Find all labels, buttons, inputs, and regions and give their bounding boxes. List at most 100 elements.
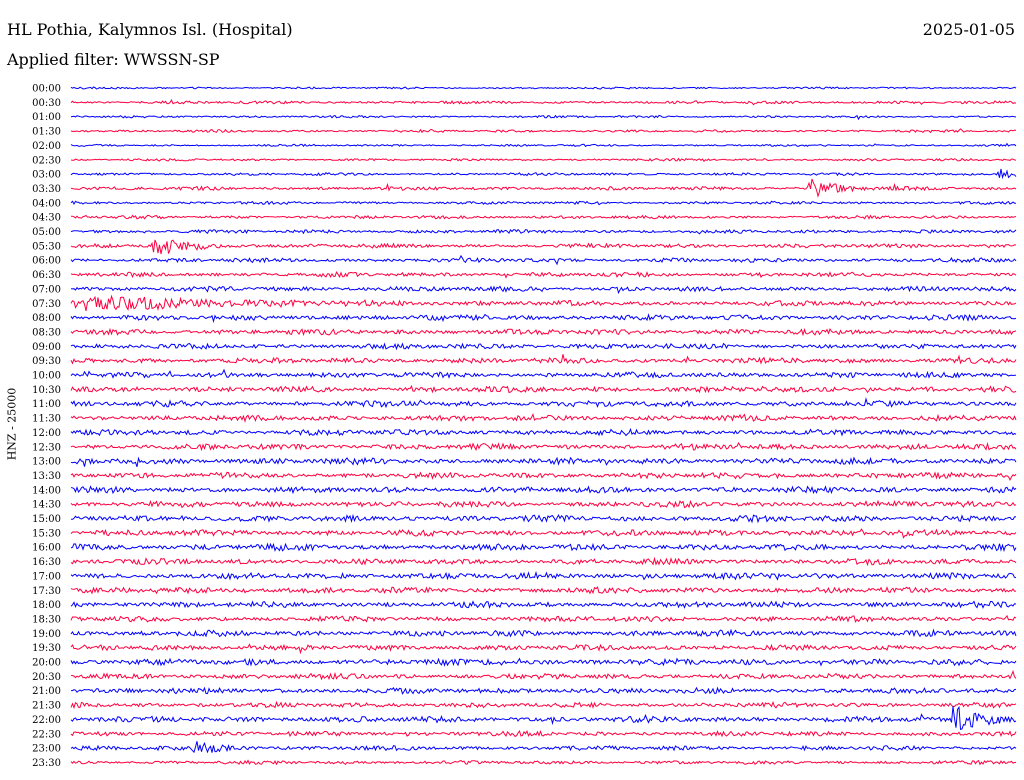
trace-row-1700: [70, 570, 1017, 581]
trace-row-1230: [70, 441, 1017, 452]
trace-row-0800: [70, 313, 1017, 324]
trace-row-0200: [70, 142, 1017, 148]
trace-row-1730: [70, 586, 1017, 595]
row-time-label-0930: 09:30: [32, 356, 61, 367]
row-time-label-0530: 05:30: [32, 241, 61, 252]
row-time-label-0100: 01:00: [32, 112, 61, 123]
row-time-label-0200: 02:00: [32, 141, 61, 152]
trace-row-0900: [70, 342, 1017, 351]
row-time-label-0700: 07:00: [32, 284, 61, 295]
trace-row-2200: [70, 705, 1017, 730]
row-time-label-1230: 12:30: [32, 442, 61, 453]
filter-label: Applied filter: WWSSN-SP: [7, 50, 220, 69]
trace-row-2230: [70, 730, 1017, 738]
row-time-label-1530: 15:30: [32, 528, 61, 539]
trace-row-2300: [70, 741, 1017, 754]
row-time-label-1000: 10:00: [32, 371, 61, 382]
row-time-label-0730: 07:30: [32, 299, 61, 310]
trace-row-0830: [70, 327, 1017, 337]
row-time-label-0600: 06:00: [32, 256, 61, 267]
trace-row-0700: [70, 285, 1017, 295]
row-time-label-0000: 00:00: [32, 84, 61, 95]
trace-row-1300: [70, 456, 1017, 467]
trace-row-1400: [70, 485, 1017, 495]
trace-row-1430: [70, 499, 1017, 509]
trace-row-0430: [71, 214, 1017, 220]
row-time-label-1200: 12:00: [32, 428, 61, 439]
trace-row-0530: [70, 239, 1017, 255]
trace-row-2030: [71, 669, 1017, 681]
row-time-label-1330: 13:30: [32, 471, 61, 482]
row-time-label-1800: 18:00: [32, 600, 61, 611]
trace-row-0000: [70, 86, 1017, 90]
row-time-label-2200: 22:00: [32, 715, 61, 726]
row-time-label-2130: 21:30: [32, 701, 61, 712]
trace-row-0130: [70, 128, 1017, 134]
trace-row-1530: [70, 528, 1017, 539]
trace-row-2000: [70, 657, 1017, 667]
row-time-label-1300: 13:00: [32, 457, 61, 468]
trace-row-1330: [70, 471, 1017, 482]
trace-row-0030: [70, 99, 1017, 106]
trace-row-1800: [70, 600, 1017, 609]
row-time-label-1600: 16:00: [32, 543, 61, 554]
row-time-label-0230: 02:30: [32, 155, 61, 166]
row-time-label-2230: 22:30: [32, 729, 61, 740]
station-title: HL Pothia, Kalymnos Isl. (Hospital): [7, 20, 293, 39]
trace-row-0630: [70, 270, 1017, 279]
row-time-label-0430: 04:30: [32, 213, 61, 224]
row-time-label-1430: 14:30: [32, 500, 61, 511]
trace-row-2330: [70, 759, 1017, 766]
trace-row-1630: [70, 556, 1017, 567]
row-time-label-0830: 08:30: [32, 327, 61, 338]
row-time-label-1900: 19:00: [32, 629, 61, 640]
trace-row-1830: [70, 614, 1017, 624]
row-time-label-2300: 23:00: [32, 744, 61, 755]
trace-row-1000: [70, 368, 1017, 379]
row-time-label-1830: 18:30: [32, 614, 61, 625]
trace-row-0100: [70, 114, 1017, 121]
row-time-label-1730: 17:30: [32, 586, 61, 597]
row-time-label-1130: 11:30: [32, 414, 61, 425]
row-time-label-1700: 17:00: [32, 571, 61, 582]
trace-row-1500: [70, 513, 1017, 524]
trace-row-0400: [70, 200, 1017, 206]
row-time-label-2030: 20:30: [32, 672, 61, 683]
row-time-label-0630: 06:30: [32, 270, 61, 281]
row-time-label-1100: 11:00: [32, 399, 61, 410]
row-time-label-0500: 05:00: [32, 227, 61, 238]
trace-row-0600: [70, 254, 1017, 266]
trace-row-0730: [70, 294, 1017, 312]
row-time-label-1030: 10:30: [32, 385, 61, 396]
row-time-label-1500: 15:00: [32, 514, 61, 525]
row-time-label-0330: 03:30: [32, 184, 61, 195]
row-time-label-0400: 04:00: [32, 198, 61, 209]
trace-row-0230: [70, 157, 1017, 163]
trace-row-2130: [70, 700, 1017, 710]
date-label: 2025-01-05: [922, 20, 1015, 39]
row-time-label-1400: 14:00: [32, 485, 61, 496]
trace-row-1130: [70, 412, 1017, 423]
row-time-label-0030: 00:30: [32, 98, 61, 109]
row-time-label-0800: 08:00: [32, 313, 61, 324]
row-time-label-0130: 01:30: [32, 127, 61, 138]
row-time-label-1630: 16:30: [32, 557, 61, 568]
trace-row-1930: [70, 643, 1017, 655]
trace-row-0500: [70, 228, 1017, 235]
trace-row-1600: [70, 542, 1017, 553]
row-time-label-2100: 21:00: [32, 686, 61, 697]
row-time-label-2000: 20:00: [32, 658, 61, 669]
trace-row-1030: [70, 384, 1017, 394]
trace-row-1900: [70, 628, 1017, 638]
row-time-label-1930: 19:30: [32, 643, 61, 654]
trace-row-1100: [70, 396, 1017, 409]
trace-row-2100: [71, 686, 1017, 695]
trace-row-0330: [70, 178, 1017, 198]
row-time-label-2330: 23:30: [32, 758, 61, 769]
trace-row-0930: [70, 354, 1017, 365]
row-time-label-0900: 09:00: [32, 342, 61, 353]
trace-row-1200: [70, 427, 1017, 437]
row-time-label-0300: 03:00: [32, 170, 61, 181]
trace-row-0300: [70, 168, 1017, 180]
